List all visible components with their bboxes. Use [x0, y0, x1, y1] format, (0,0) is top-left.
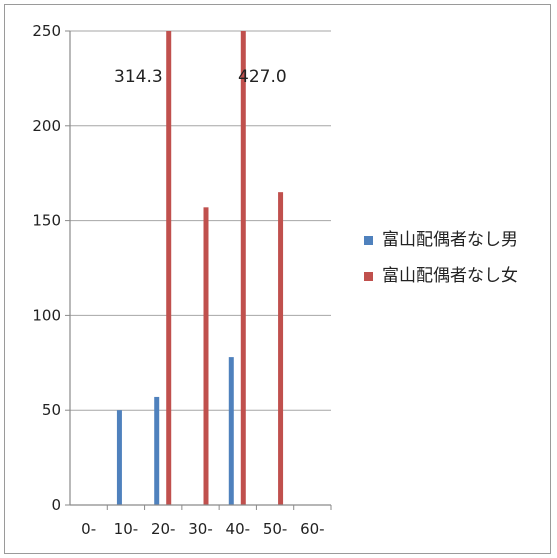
bar-female-3 — [203, 207, 209, 505]
x-tick-label: 10- — [114, 520, 139, 538]
legend-swatch-male — [364, 236, 373, 245]
x-tick-label: 30- — [188, 520, 213, 538]
legend-item-female: 富山配偶者なし女 — [364, 264, 544, 288]
y-tick-label: 250 — [32, 22, 61, 40]
bar-female-4 — [240, 31, 246, 505]
x-tick-label: 50- — [263, 520, 288, 538]
y-tick-label: 200 — [32, 117, 61, 135]
y-tick-label: 100 — [32, 306, 61, 324]
bar-female-5 — [278, 192, 284, 505]
x-tick-labels: 0- 10- 20- 30- 40- 50- 60- — [81, 520, 324, 538]
gridlines — [65, 30, 332, 510]
x-tick-label: 60- — [300, 520, 325, 538]
annotation-314-3: 314.3 — [114, 67, 163, 87]
legend-label-male: 富山配偶者なし男 — [382, 230, 518, 250]
y-tick-label: 0 — [51, 496, 61, 514]
chart-frame — [4, 4, 551, 554]
legend: 富山配偶者なし男 富山配偶者なし女 — [364, 228, 544, 300]
bars — [116, 31, 284, 505]
y-tick-labels: 0 50 100 150 200 250 — [32, 22, 61, 514]
annotation-427-0: 427.0 — [238, 67, 287, 87]
y-tick-label: 150 — [32, 212, 61, 230]
legend-item-male: 富山配偶者なし男 — [364, 228, 544, 252]
bar-male-2 — [154, 396, 160, 505]
y-tick-label: 50 — [42, 401, 61, 419]
bar-male-1 — [116, 410, 122, 505]
legend-label-female: 富山配偶者なし女 — [382, 266, 518, 286]
bar-female-2 — [166, 31, 172, 505]
x-tick-label: 20- — [151, 520, 176, 538]
x-tick-label: 40- — [226, 520, 251, 538]
bar-male-4 — [228, 357, 234, 505]
legend-swatch-female — [364, 272, 373, 281]
x-tick-label: 0- — [81, 520, 96, 538]
